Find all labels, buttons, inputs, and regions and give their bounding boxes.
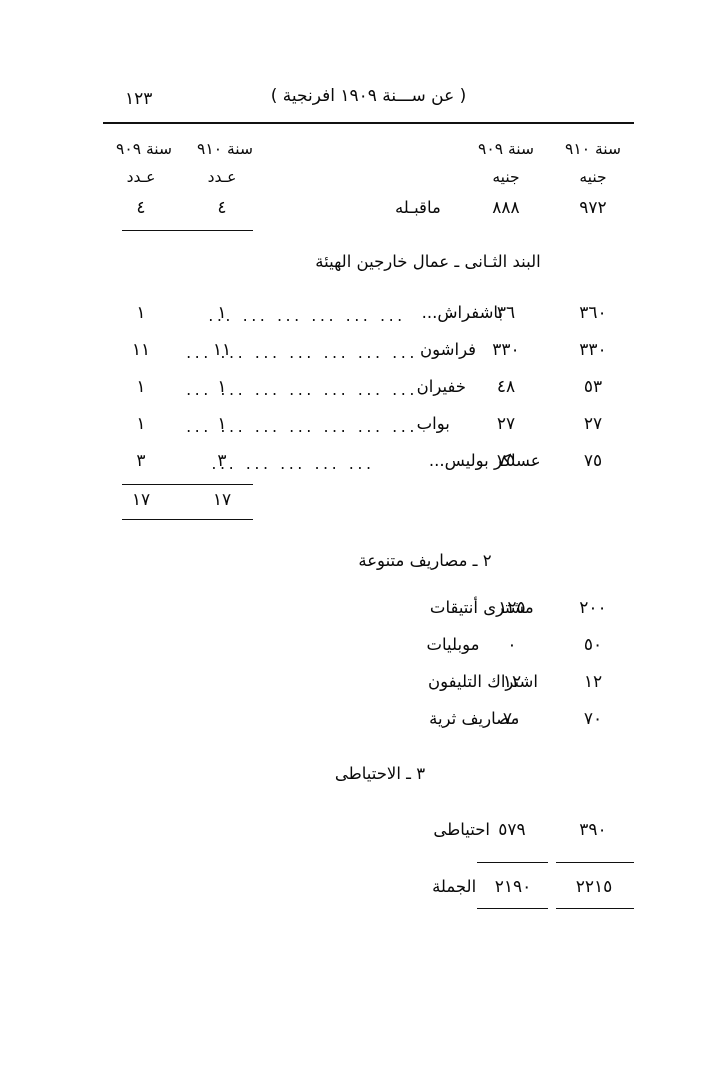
section-heading-misc: ٢ ـ مصاريف متنوعة	[358, 551, 492, 570]
table-row-count-1910: ٣	[217, 451, 227, 471]
table-row-count-1909: ١	[136, 414, 146, 434]
grand-total-label: الجملة	[432, 877, 477, 896]
table-row-money-1910: ٥٣	[583, 377, 603, 397]
header-rule	[103, 122, 634, 124]
table-row-count-1910: ١	[217, 377, 227, 397]
staff-total-rule-bottom	[122, 519, 253, 520]
page-header: ( عن ســـنة ١٩٠٩ افرنجية ) ١٢٣	[103, 86, 634, 116]
column-head-money-1910-year: سنة ٩١٠	[565, 140, 621, 158]
row-brought-forward-label: ماقبـله	[394, 198, 441, 217]
table-row-money-1909: ٤٨	[496, 377, 516, 397]
page-number: ١٢٣	[125, 89, 153, 109]
table-row-count-1909: ١	[136, 303, 146, 323]
column-head-money-1910-unit: جنيه	[579, 168, 607, 186]
table-row-money-1910: ٢٠٠	[579, 598, 607, 618]
table-row-count-1910: ١١	[212, 340, 232, 360]
grand-total-rule-top-1909	[477, 862, 548, 863]
table-row-label: فراشون	[420, 340, 477, 359]
table-row-money-1909: ٧٥	[496, 451, 516, 471]
staff-total-count-1910: ١٧	[212, 490, 232, 510]
table-row-count-1909: ١١	[131, 340, 151, 360]
column-head-money-1909-year: سنة ٩٠٩	[478, 140, 534, 158]
table-row-label: خفيران	[416, 377, 467, 396]
row-brought-forward-money-1910: ٩٧٢	[579, 198, 607, 218]
table-row-label: مشترى أنتيقات	[429, 598, 534, 617]
table-row-label: موبليات	[426, 635, 480, 654]
leader-dots: ... ... ... ... ... ... ...	[186, 380, 418, 399]
table-row-money-1910: ٥٠	[583, 635, 603, 655]
table-row-money-1909: ٣٣٠	[492, 340, 520, 360]
column-head-money-1909-unit: جنيه	[492, 168, 520, 186]
page-title: ( عن ســـنة ١٩٠٩ افرنجية )	[270, 86, 467, 106]
leader-dots: ... ... ... ... ... ...	[208, 306, 406, 325]
table-row-money-1910: ١٢	[583, 672, 603, 692]
column-head-count-1910-unit: عـدد	[207, 168, 237, 186]
table-row-money-1910: ٣٩٠	[579, 820, 607, 840]
table-row-money-1910: ٧٥	[583, 451, 603, 471]
column-head-count-1909-unit: عـدد	[126, 168, 156, 186]
table-row-count-1909: ٣	[136, 451, 146, 471]
table-row-money-1909: ٢٧	[496, 414, 516, 434]
table-row-money-1910: ٣٣٠	[579, 340, 607, 360]
leader-dots: ... ... ... ... ... ... ...	[186, 417, 418, 436]
column-head-count-1910-year: سنة ٩١٠	[197, 140, 253, 158]
grand-total-rule-bottom-1910	[556, 908, 634, 909]
table-row-money-1909: ٠	[507, 635, 517, 655]
leader-dots: ... ... ... ... ...	[211, 454, 375, 473]
table-row-label: باشفراش...	[421, 303, 504, 322]
table-row-money-1910: ٢٧	[583, 414, 603, 434]
table-row-count-1910: ١	[217, 414, 227, 434]
grand-total-money-1910: ٢٢١٥	[575, 877, 613, 897]
grand-total-money-1909: ٢١٩٠	[494, 877, 532, 897]
table-row-money-1909: ١٢	[502, 672, 522, 692]
row-brought-forward-count-1910: ٤	[217, 198, 227, 218]
table-row-count-1910: ١	[217, 303, 227, 323]
grand-total-rule-top-1910	[556, 862, 634, 863]
staff-total-rule-top	[122, 484, 253, 485]
brought-forward-count-rule	[122, 230, 253, 231]
grand-total-rule-bottom-1909	[477, 908, 548, 909]
table-row-label: احتياطى	[433, 820, 490, 839]
table-row-money-1910: ٣٦٠	[579, 303, 607, 323]
table-row-money-1910: ٧٠	[583, 709, 603, 729]
row-brought-forward-money-1909: ٨٨٨	[492, 198, 520, 218]
column-head-count-1909-year: سنة ٩٠٩	[116, 140, 172, 158]
table-row-label: عساكر بوليس...	[428, 451, 541, 470]
table-row-count-1909: ١	[136, 377, 146, 397]
table-row-money-1909: ٣٦	[496, 303, 516, 323]
staff-total-count-1909: ١٧	[131, 490, 151, 510]
leader-dots: ... ... ... ... ... ... ...	[186, 343, 418, 362]
table-row-money-1909: ٥٧٩	[498, 820, 526, 840]
table-row-label: اشتراك التليفون	[427, 672, 538, 691]
section-heading-staff: البند الثـانى ـ عمال خارجين الهيئة	[315, 252, 541, 271]
row-brought-forward-count-1909: ٤	[136, 198, 146, 218]
table-row-label: مصاريف ثرية	[429, 709, 520, 728]
table-row-label: بواب	[416, 414, 450, 433]
table-row-money-1909: ٧٠	[502, 709, 522, 729]
section-heading-reserve: ٣ ـ الاحتياطى	[334, 764, 426, 783]
table-row-money-1909: ١٢٥	[498, 598, 526, 618]
